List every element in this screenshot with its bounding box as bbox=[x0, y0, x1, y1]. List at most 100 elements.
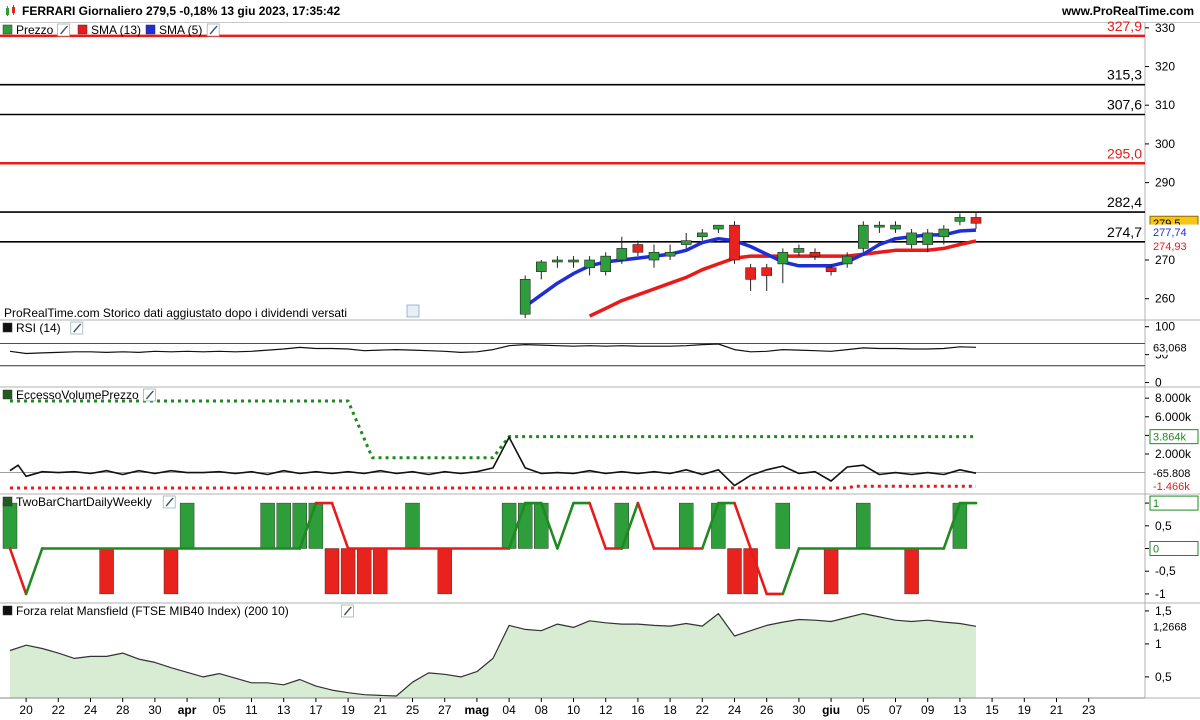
evp-tag-black-text: -65.808 bbox=[1153, 468, 1190, 480]
twobar-signal-segment bbox=[781, 547, 801, 596]
candle[interactable] bbox=[713, 224, 724, 233]
candle[interactable] bbox=[632, 240, 644, 257]
candle[interactable] bbox=[825, 263, 837, 276]
candle[interactable] bbox=[890, 221, 901, 233]
wrench-icon[interactable] bbox=[206, 23, 220, 37]
twobar-signal-segment bbox=[24, 547, 44, 596]
candle[interactable] bbox=[761, 263, 773, 291]
evp-tag-black: -65.808 bbox=[1149, 465, 1199, 481]
price-level-label: 307,6 bbox=[1107, 96, 1142, 112]
wrench-icon[interactable] bbox=[341, 604, 354, 618]
mansfield-value-tag-box bbox=[1149, 618, 1199, 634]
mansfield-axis-tick-label: 0,5 bbox=[1155, 670, 1172, 684]
x-axis-label: 23 bbox=[1082, 703, 1096, 717]
candle[interactable] bbox=[680, 232, 692, 249]
x-axis-label: 13 bbox=[953, 703, 967, 717]
candle[interactable] bbox=[938, 225, 950, 245]
candle[interactable] bbox=[616, 236, 628, 264]
candle[interactable] bbox=[600, 252, 612, 276]
data-table-icon[interactable] bbox=[406, 304, 420, 318]
twobar-bar bbox=[727, 548, 742, 595]
panel-legend[interactable]: EccessoVolumePrezzo bbox=[2, 388, 156, 402]
candle-body bbox=[729, 224, 740, 261]
candle[interactable] bbox=[793, 244, 805, 257]
candle-body bbox=[874, 224, 885, 228]
price-note: ProRealTime.com Storico dati aggiustato … bbox=[4, 306, 347, 320]
twobar-bar bbox=[437, 548, 452, 595]
candle-body bbox=[761, 267, 773, 276]
candle[interactable] bbox=[568, 256, 579, 268]
candle-body bbox=[616, 248, 628, 261]
candle[interactable] bbox=[922, 229, 934, 253]
x-axis-label: 10 bbox=[567, 703, 581, 717]
x-axis-label: 22 bbox=[696, 703, 710, 717]
sma13-tag-box bbox=[1149, 238, 1199, 254]
x-axis-label: mag bbox=[465, 703, 490, 717]
legend-label: RSI (14) bbox=[16, 321, 61, 335]
sma13-tag-text: 274,93 bbox=[1153, 241, 1187, 253]
candle[interactable] bbox=[648, 244, 660, 268]
x-axis-label: 12 bbox=[599, 703, 613, 717]
candle[interactable] bbox=[664, 244, 676, 261]
wrench-icon[interactable] bbox=[70, 321, 84, 335]
twobar-bar bbox=[99, 548, 114, 595]
twobar-bar bbox=[775, 502, 790, 549]
mansfield-icon bbox=[2, 605, 13, 616]
candle[interactable] bbox=[841, 252, 853, 268]
candle[interactable] bbox=[857, 221, 869, 253]
candle[interactable] bbox=[745, 263, 756, 291]
x-axis-label: 08 bbox=[535, 703, 549, 717]
candle-body bbox=[906, 232, 917, 245]
twobar-bar bbox=[260, 502, 275, 549]
evp-tag-red: -1.466k bbox=[1149, 478, 1199, 494]
candle-body bbox=[825, 267, 837, 272]
price-axis-tick-label: 320 bbox=[1155, 60, 1175, 74]
twobar-bar bbox=[163, 548, 179, 595]
candle[interactable] bbox=[906, 229, 917, 249]
candle[interactable] bbox=[874, 221, 885, 233]
site-link[interactable]: www.ProRealTime.com bbox=[1061, 4, 1194, 18]
candle-body bbox=[648, 251, 660, 261]
price-axis-tick-label: 270 bbox=[1155, 253, 1175, 267]
candle[interactable] bbox=[777, 248, 789, 284]
twobar-bar bbox=[823, 548, 839, 595]
twobar-signal-segment bbox=[556, 501, 575, 550]
wrench-icon[interactable] bbox=[162, 495, 176, 509]
evp-axis-tick-label: 2.000k bbox=[1155, 447, 1192, 461]
x-axis-label: apr bbox=[178, 703, 197, 717]
panel-legend[interactable]: Forza relat Mansfield (FTSE MIB40 Index)… bbox=[2, 604, 354, 618]
x-axis-label: 19 bbox=[1018, 703, 1032, 717]
twobar-bar bbox=[179, 502, 195, 549]
candle[interactable] bbox=[535, 260, 547, 280]
candle[interactable] bbox=[519, 275, 531, 319]
price-axis-tick-label: 260 bbox=[1155, 292, 1175, 306]
twobar-bar bbox=[856, 502, 871, 549]
candle[interactable] bbox=[584, 256, 595, 276]
x-axis-label: 24 bbox=[84, 703, 98, 717]
legend-label: TwoBarChartDailyWeekly bbox=[16, 495, 152, 509]
candle[interactable] bbox=[970, 211, 982, 230]
candle[interactable] bbox=[552, 256, 563, 268]
x-axis-label: 20 bbox=[19, 703, 33, 717]
x-axis-label: 07 bbox=[889, 703, 903, 717]
candle[interactable] bbox=[954, 213, 966, 226]
candle[interactable] bbox=[809, 248, 821, 261]
price-axis-tick-label: 290 bbox=[1155, 176, 1175, 190]
price-level-label: 274,7 bbox=[1107, 224, 1142, 240]
candle[interactable] bbox=[729, 221, 740, 264]
panel-legend[interactable]: TwoBarChartDailyWeekly bbox=[2, 495, 176, 509]
panel-legend[interactable]: Prezzo bbox=[2, 23, 70, 37]
panel-legend[interactable]: RSI (14) bbox=[2, 321, 84, 335]
wrench-icon[interactable] bbox=[143, 388, 156, 402]
wrench-icon[interactable] bbox=[57, 23, 70, 37]
candle[interactable] bbox=[696, 229, 708, 241]
twobar-bar bbox=[357, 548, 372, 595]
wrench-icon-path bbox=[209, 25, 218, 35]
x-axis-label: 17 bbox=[309, 703, 323, 717]
blue-square-icon bbox=[145, 24, 156, 35]
evp-tag-red-box bbox=[1149, 478, 1199, 494]
twobar-tag-text: 1 bbox=[1153, 498, 1159, 510]
panel-legend[interactable]: SMA (5) bbox=[145, 23, 220, 37]
panel-legend[interactable]: SMA (13) bbox=[77, 23, 141, 37]
